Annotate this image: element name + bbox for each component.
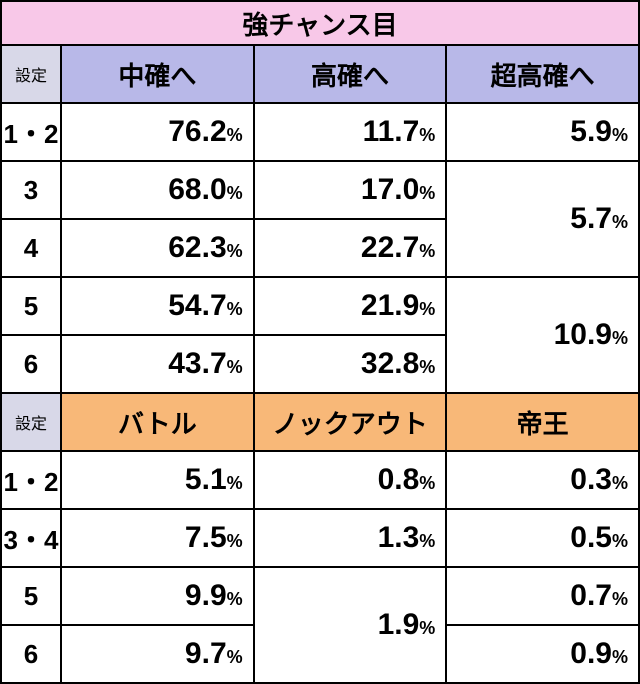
value-cell: 17.0% (254, 161, 447, 219)
header-settei: 設定 (1, 393, 61, 451)
percent-symbol: % (612, 328, 628, 348)
probability-table: 強チャンス目設定中確へ高確へ超高確へ1・276.2%11.7%5.9%368.0… (0, 0, 640, 684)
value-number: 17.0 (361, 173, 419, 206)
value-number: 0.8 (378, 463, 420, 496)
value-number: 5.9 (570, 115, 612, 148)
value-number: 62.3 (168, 231, 226, 264)
value-number: 9.9 (185, 579, 227, 612)
percent-symbol: % (227, 299, 243, 319)
value-number: 10.9 (554, 318, 612, 351)
value-number: 5.7 (570, 202, 612, 235)
percent-symbol: % (227, 531, 243, 551)
row-label: 6 (1, 625, 61, 683)
percent-symbol: % (227, 647, 243, 667)
percent-symbol: % (419, 531, 435, 551)
row-label: 3 (1, 161, 61, 219)
table-row: 59.9%1.9%0.7% (1, 567, 639, 625)
value-cell: 7.5% (61, 509, 254, 567)
value-cell: 1.9% (254, 567, 447, 683)
percent-symbol: % (612, 212, 628, 232)
value-number: 68.0 (168, 173, 226, 206)
table-container: 強チャンス目設定中確へ高確へ超高確へ1・276.2%11.7%5.9%368.0… (0, 0, 640, 684)
column-header: 超高確へ (446, 45, 639, 103)
column-header: 帝王 (446, 393, 639, 451)
percent-symbol: % (227, 125, 243, 145)
row-label: 3・4 (1, 509, 61, 567)
value-cell: 5.7% (446, 161, 639, 277)
value-cell: 0.9% (446, 625, 639, 683)
table-row: 368.0%17.0%5.7% (1, 161, 639, 219)
value-cell: 5.9% (446, 103, 639, 161)
table-title: 強チャンス目 (1, 1, 639, 45)
column-header: 中確へ (61, 45, 254, 103)
value-number: 5.1 (185, 463, 227, 496)
percent-symbol: % (419, 241, 435, 261)
value-number: 32.8 (361, 347, 419, 380)
value-number: 0.7 (570, 579, 612, 612)
value-number: 21.9 (361, 289, 419, 322)
table-row: 3・47.5%1.3%0.5% (1, 509, 639, 567)
value-cell: 11.7% (254, 103, 447, 161)
value-number: 1.9 (378, 608, 420, 641)
value-cell: 68.0% (61, 161, 254, 219)
value-cell: 54.7% (61, 277, 254, 335)
value-number: 54.7 (168, 289, 226, 322)
table-row: 554.7%21.9%10.9% (1, 277, 639, 335)
value-cell: 76.2% (61, 103, 254, 161)
value-cell: 0.7% (446, 567, 639, 625)
value-cell: 10.9% (446, 277, 639, 393)
row-label: 4 (1, 219, 61, 277)
percent-symbol: % (612, 647, 628, 667)
value-number: 7.5 (185, 521, 227, 554)
value-number: 76.2 (168, 115, 226, 148)
percent-symbol: % (227, 473, 243, 493)
value-cell: 5.1% (61, 451, 254, 509)
percent-symbol: % (227, 183, 243, 203)
percent-symbol: % (419, 183, 435, 203)
row-label: 1・2 (1, 103, 61, 161)
table-row: 1・25.1%0.8%0.3% (1, 451, 639, 509)
percent-symbol: % (612, 531, 628, 551)
value-cell: 32.8% (254, 335, 447, 393)
value-cell: 1.3% (254, 509, 447, 567)
value-cell: 43.7% (61, 335, 254, 393)
value-cell: 62.3% (61, 219, 254, 277)
value-number: 11.7 (363, 115, 420, 148)
value-cell: 0.5% (446, 509, 639, 567)
value-cell: 0.3% (446, 451, 639, 509)
value-number: 43.7 (168, 347, 226, 380)
percent-symbol: % (612, 589, 628, 609)
value-cell: 21.9% (254, 277, 447, 335)
column-header: バトル (61, 393, 254, 451)
percent-symbol: % (419, 473, 435, 493)
percent-symbol: % (419, 125, 435, 145)
percent-symbol: % (419, 357, 435, 377)
row-label: 1・2 (1, 451, 61, 509)
column-header: 高確へ (254, 45, 447, 103)
percent-symbol: % (419, 299, 435, 319)
table-body: 強チャンス目設定中確へ高確へ超高確へ1・276.2%11.7%5.9%368.0… (1, 1, 639, 683)
column-header: ノックアウト (254, 393, 447, 451)
percent-symbol: % (227, 357, 243, 377)
percent-symbol: % (419, 618, 435, 638)
row-label: 5 (1, 277, 61, 335)
table-row: 1・276.2%11.7%5.9% (1, 103, 639, 161)
value-cell: 9.7% (61, 625, 254, 683)
percent-symbol: % (227, 241, 243, 261)
value-number: 0.3 (570, 463, 612, 496)
percent-symbol: % (227, 589, 243, 609)
value-number: 22.7 (361, 231, 419, 264)
value-cell: 9.9% (61, 567, 254, 625)
value-number: 0.5 (570, 521, 612, 554)
row-label: 5 (1, 567, 61, 625)
percent-symbol: % (612, 125, 628, 145)
value-cell: 22.7% (254, 219, 447, 277)
header-settei: 設定 (1, 45, 61, 103)
percent-symbol: % (612, 473, 628, 493)
value-number: 0.9 (570, 637, 612, 670)
value-cell: 0.8% (254, 451, 447, 509)
row-label: 6 (1, 335, 61, 393)
value-number: 1.3 (378, 521, 420, 554)
value-number: 9.7 (185, 637, 227, 670)
